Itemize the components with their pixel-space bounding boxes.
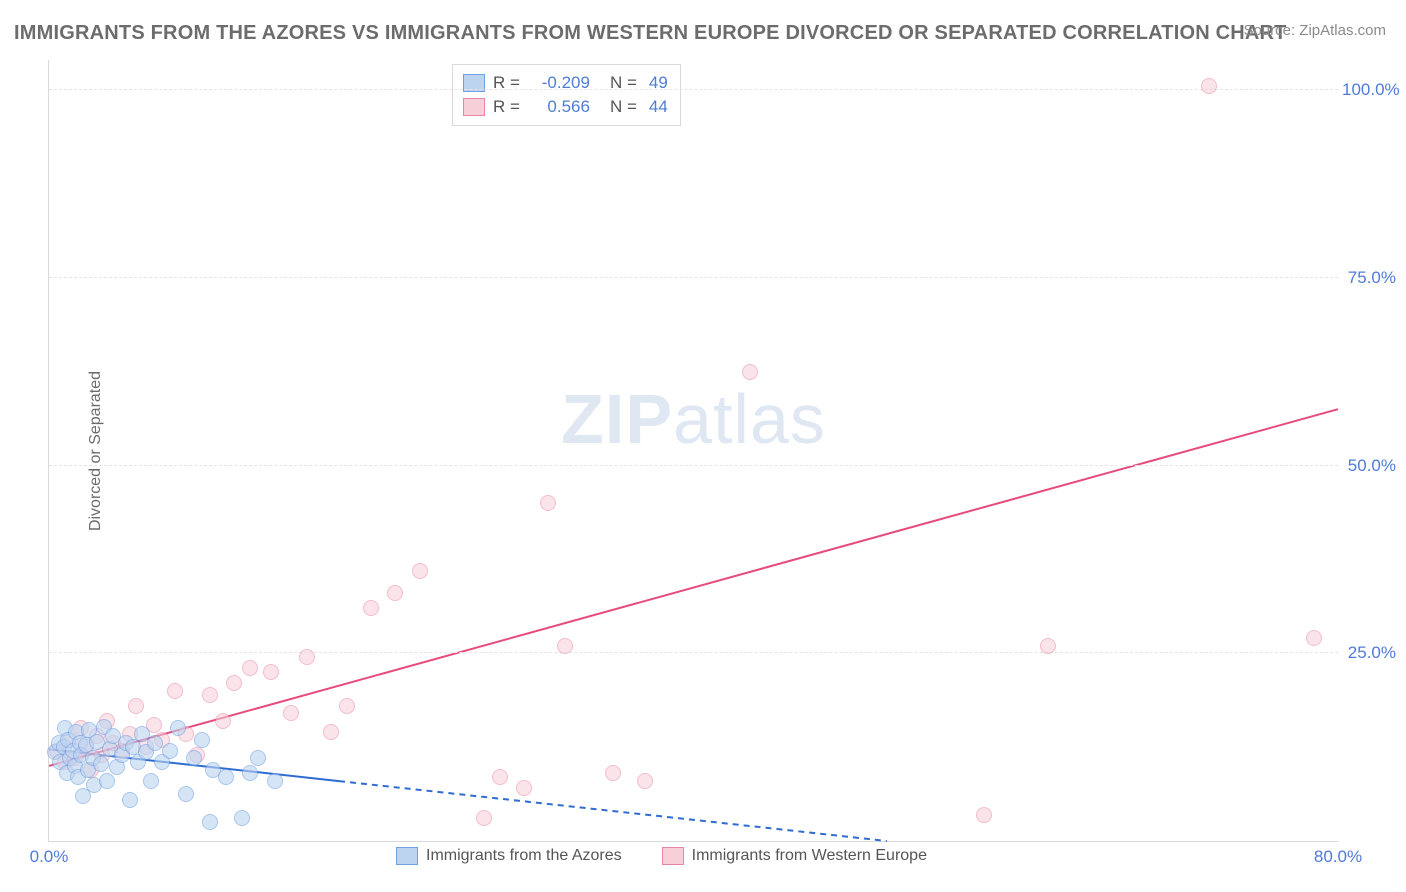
- data-point: [637, 773, 653, 789]
- data-point: [162, 743, 178, 759]
- data-point: [363, 600, 379, 616]
- data-point: [323, 724, 339, 740]
- data-point: [218, 769, 234, 785]
- data-point: [976, 807, 992, 823]
- legend-item-1: Immigrants from Western Europe: [662, 847, 927, 865]
- legend-item-0: Immigrants from the Azores: [396, 847, 622, 865]
- data-point: [170, 720, 186, 736]
- legend-swatch-1: [662, 847, 684, 865]
- gridline: [49, 652, 1338, 653]
- y-tick-label: 75.0%: [1342, 268, 1396, 288]
- data-point: [99, 773, 115, 789]
- data-point: [476, 810, 492, 826]
- data-point: [339, 698, 355, 714]
- data-point: [1201, 78, 1217, 94]
- data-point: [299, 649, 315, 665]
- data-point: [516, 780, 532, 796]
- data-point: [178, 786, 194, 802]
- data-point: [167, 683, 183, 699]
- data-point: [226, 675, 242, 691]
- data-point: [202, 814, 218, 830]
- data-point: [605, 765, 621, 781]
- data-point: [1306, 630, 1322, 646]
- chart-title: IMMIGRANTS FROM THE AZORES VS IMMIGRANTS…: [14, 22, 1287, 45]
- x-tick-label: 0.0%: [30, 847, 69, 867]
- data-point: [263, 664, 279, 680]
- gridline: [49, 277, 1338, 278]
- data-point: [122, 792, 138, 808]
- data-point: [387, 585, 403, 601]
- data-point: [93, 756, 109, 772]
- data-point: [242, 765, 258, 781]
- data-point: [540, 495, 556, 511]
- plot-area: Divorced or Separated ZIPatlas R = -0.20…: [48, 60, 1338, 842]
- gridline: [49, 89, 1338, 90]
- data-point: [202, 687, 218, 703]
- data-point: [234, 810, 250, 826]
- data-point: [557, 638, 573, 654]
- x-tick-label: 80.0%: [1314, 847, 1362, 867]
- data-point: [412, 563, 428, 579]
- data-point: [267, 773, 283, 789]
- legend-label-0: Immigrants from the Azores: [426, 847, 622, 865]
- gridline: [49, 465, 1338, 466]
- legend-swatch-0: [396, 847, 418, 865]
- data-point: [492, 769, 508, 785]
- y-tick-label: 100.0%: [1342, 80, 1396, 100]
- data-point: [283, 705, 299, 721]
- y-tick-label: 25.0%: [1342, 643, 1396, 663]
- data-point: [742, 364, 758, 380]
- data-point: [194, 732, 210, 748]
- data-point: [242, 660, 258, 676]
- bottom-legend: Immigrants from the Azores Immigrants fr…: [396, 847, 927, 865]
- data-point: [250, 750, 266, 766]
- y-tick-label: 50.0%: [1342, 456, 1396, 476]
- chart-source: Source: ZipAtlas.com: [1243, 22, 1386, 39]
- trend-lines: [49, 60, 1338, 841]
- legend-label-1: Immigrants from Western Europe: [692, 847, 927, 865]
- data-point: [186, 750, 202, 766]
- data-point: [215, 713, 231, 729]
- data-point: [143, 773, 159, 789]
- data-point: [1040, 638, 1056, 654]
- data-point: [128, 698, 144, 714]
